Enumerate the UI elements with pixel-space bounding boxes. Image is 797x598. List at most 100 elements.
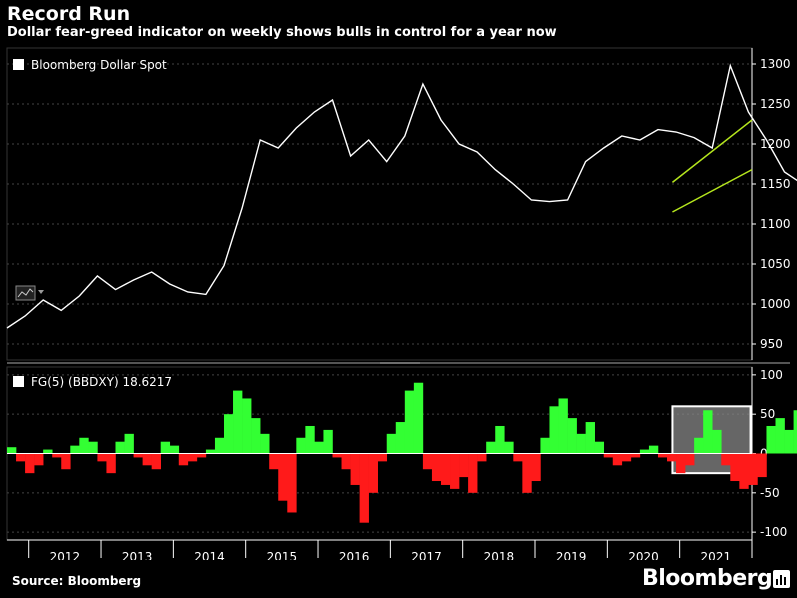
price-series-line xyxy=(6,63,797,329)
fg-bar-positive xyxy=(775,418,785,454)
fg-bar-negative xyxy=(730,453,740,482)
fg-bar-positive xyxy=(305,425,315,454)
fg-bar-positive xyxy=(395,422,406,454)
chart-type-toggle[interactable] xyxy=(15,285,44,301)
price-tick-label: 1300 xyxy=(760,57,791,71)
fg-bar-negative xyxy=(61,453,71,470)
chevron-down-icon[interactable] xyxy=(38,290,44,294)
fg-bar-positive xyxy=(70,445,80,454)
fg-bar-positive xyxy=(585,422,595,454)
fg-tick-label: 100 xyxy=(760,368,783,382)
source-note: Source: Bloomberg xyxy=(12,574,142,588)
year-axis: 2012 2013 2014 2015 2016 2017 2018 2019 2020 2021 xyxy=(7,539,753,560)
fg-bar-negative xyxy=(187,453,198,462)
fg-bar-positive xyxy=(233,390,243,454)
fg-bar-negative xyxy=(440,453,451,485)
fg-bar-negative xyxy=(196,453,207,458)
price-legend: Bloomberg Dollar Spot xyxy=(13,58,167,72)
fg-legend-swatch xyxy=(13,376,24,387)
fg-legend-label: FG(5) (BBDXY) 18.6217 xyxy=(31,375,172,389)
fg-tick-label: -100 xyxy=(760,525,787,539)
price-gridlines xyxy=(7,63,752,345)
fg-bar-positive xyxy=(549,406,559,454)
fg-bar-positive xyxy=(314,441,324,454)
price-y-axis: 950 1000 1050 1100 1150 1200 1250 1300 xyxy=(751,48,791,360)
year-label: 2013 xyxy=(122,550,153,560)
fg-bar-positive xyxy=(793,410,797,454)
fg-bar-negative xyxy=(287,453,297,513)
fg-bar-positive xyxy=(712,429,722,454)
fg-bar-negative xyxy=(657,453,668,458)
fg-bar-negative xyxy=(34,453,44,466)
fg-bar-negative xyxy=(477,453,487,462)
price-panel-frame xyxy=(6,47,753,361)
fg-bar-positive xyxy=(7,447,17,454)
fg-bar-positive xyxy=(558,398,568,454)
price-tick-label: 1150 xyxy=(760,177,791,191)
price-tick-label: 1100 xyxy=(760,217,791,231)
fg-bar-negative xyxy=(603,453,614,458)
fg-bar-negative xyxy=(97,453,107,462)
fg-bar-negative xyxy=(106,453,116,474)
fg-bar-negative xyxy=(522,453,532,493)
fg-bar-negative xyxy=(630,453,641,458)
fg-bar-negative xyxy=(459,453,469,478)
fg-bar-positive xyxy=(251,418,261,454)
fg-bar-positive xyxy=(784,429,794,454)
fg-bar-negative xyxy=(151,453,162,470)
fg-bar-negative xyxy=(513,453,523,462)
fg-bar-negative xyxy=(621,453,632,462)
fg-bar-positive xyxy=(160,441,171,454)
fg-bar-negative xyxy=(16,453,26,462)
fg-bar-positive xyxy=(88,441,98,454)
fg-bar-negative xyxy=(332,453,342,458)
fg-bar-negative xyxy=(531,453,541,482)
fg-bar-negative xyxy=(739,453,749,489)
fg-bar-negative xyxy=(133,453,143,458)
fg-bar-negative xyxy=(612,453,623,466)
fg-bar-positive xyxy=(703,410,713,454)
fg-bar-positive xyxy=(495,425,505,454)
fg-bar-positive xyxy=(504,441,514,454)
trend-channel-lower xyxy=(672,168,753,213)
fg-tick-label: 50 xyxy=(760,407,775,421)
fg-bar-positive xyxy=(766,425,776,454)
fg-bar-negative xyxy=(359,453,369,523)
chart-title: Record Run xyxy=(7,3,131,25)
fg-bar-negative xyxy=(468,453,478,493)
fg-bar-negative xyxy=(142,453,152,466)
chart-subtitle: Dollar fear-greed indicator on weekly sh… xyxy=(7,25,557,40)
fg-bar-negative xyxy=(450,453,460,489)
fg-bar-positive xyxy=(79,437,89,454)
fg-bar-positive xyxy=(43,449,53,454)
fg-bar-negative xyxy=(431,453,442,482)
fg-bar-negative xyxy=(377,453,388,462)
fg-bar-positive xyxy=(260,433,270,454)
year-label: 2014 xyxy=(194,550,225,560)
fg-bar-positive xyxy=(413,382,424,454)
bloomberg-logo: Bloomberg xyxy=(642,566,773,591)
fg-bar-negative xyxy=(757,453,767,478)
fg-bar-positive xyxy=(214,437,225,454)
price-tick-label: 1050 xyxy=(760,257,791,271)
fg-bar-positive xyxy=(169,445,180,454)
price-tick-label: 1000 xyxy=(760,297,791,311)
year-label: 2017 xyxy=(411,550,442,560)
fg-bar-negative xyxy=(269,453,279,470)
fg-bar-negative xyxy=(350,453,360,485)
fg-bar-positive xyxy=(296,437,306,454)
fg-bar-positive xyxy=(124,433,134,454)
fg-bars xyxy=(7,382,797,523)
year-label: 2020 xyxy=(628,550,659,560)
fg-bar-negative xyxy=(178,453,189,466)
year-label: 2021 xyxy=(701,550,732,560)
fg-bar-positive xyxy=(205,449,216,454)
fg-tick-label: -50 xyxy=(760,486,780,500)
price-tick-label: 1200 xyxy=(760,137,791,151)
line-chart-icon-glyph xyxy=(17,288,34,298)
price-tick-label: 1250 xyxy=(760,97,791,111)
line-chart-icon[interactable] xyxy=(15,285,36,301)
price-legend-label: Bloomberg Dollar Spot xyxy=(31,58,167,72)
fg-bar-positive xyxy=(639,449,650,454)
